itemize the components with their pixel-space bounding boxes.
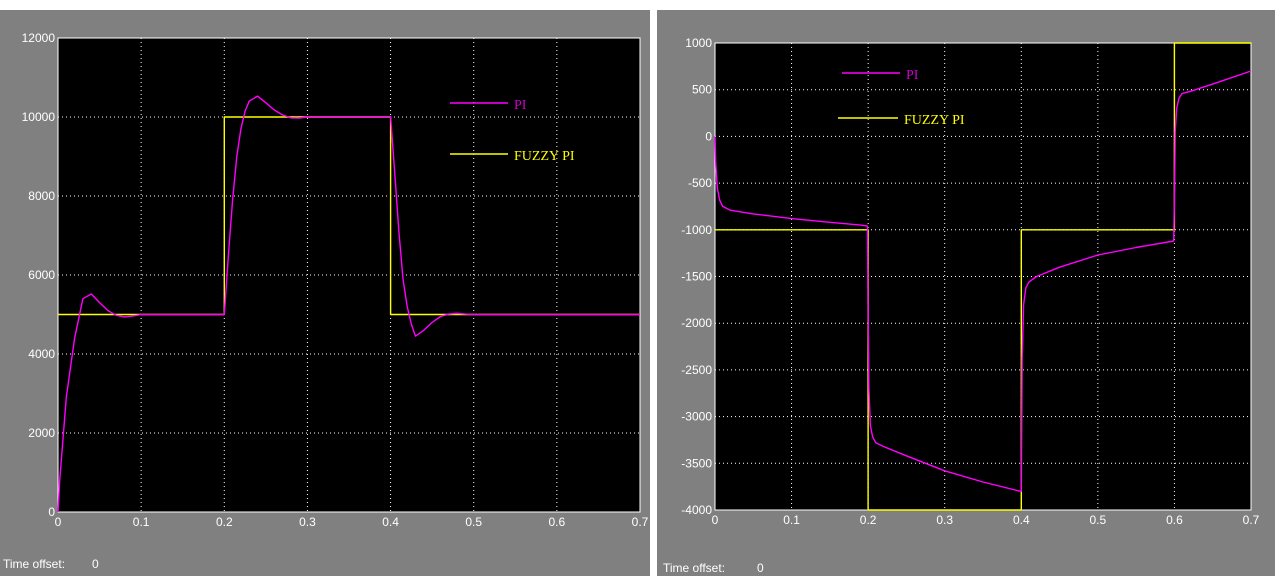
pi-series-line-left: [57, 95, 640, 513]
y-tick-label-right: -3500: [681, 456, 712, 470]
x-tick-label-left: 0.1: [133, 515, 150, 529]
chart-right: 0 0.1 0.2 0.3 0.4 0.5 0.6 0.7 -4000 -3500 -3000 -25…: [681, 36, 1259, 527]
x-tick-label-right: 0.6: [1166, 513, 1183, 527]
pi-legend-label-left: PI: [514, 98, 527, 113]
x-tick-label-left: 0.4: [382, 515, 399, 529]
y-tick-label-left: 2000: [28, 426, 55, 440]
y-tick-label-right: -2500: [681, 363, 712, 377]
y-tick-label-right: 1000: [685, 36, 712, 50]
time-offset-label-right: Time offset:: [663, 561, 725, 575]
x-tick-label-right: 0.2: [860, 513, 877, 527]
y-tick-label-left: 4000: [28, 347, 55, 361]
x-tick-label-left: 0.5: [465, 515, 482, 529]
x-tick-label-left: 0: [55, 515, 62, 529]
y-tick-label-left: 10000: [22, 110, 56, 124]
x-tick-label-right: 0.1: [783, 513, 800, 527]
panel-divider: [650, 10, 657, 576]
y-tick-label-right: -4000: [681, 503, 712, 517]
fuzzy-pi-legend-label-right: FUZZY PI: [904, 113, 965, 128]
y-tick-label-right: 0: [705, 129, 712, 143]
fuzzy-pi-legend-label-left: FUZZY PI: [514, 149, 575, 164]
pi-legend-label-right: PI: [906, 68, 919, 83]
y-tick-label-right: -1000: [681, 223, 712, 237]
y-tick-label-left: 6000: [28, 268, 55, 282]
time-offset-label-left: Time offset:: [3, 557, 65, 571]
scope-panel-right: 0 0.1 0.2 0.3 0.4 0.5 0.6 0.7 -4000 -3500 -3000 -25…: [657, 10, 1275, 576]
y-tick-label-right: -500: [688, 176, 712, 190]
x-tick-label-right: 0.3: [936, 513, 953, 527]
y-tick-label-left: 12000: [22, 31, 56, 45]
x-tick-label-left: 0.6: [549, 515, 566, 529]
x-tick-label-left: 0.7: [632, 515, 649, 529]
y-tick-label-right: -2000: [681, 316, 712, 330]
time-offset-value-left: 0: [92, 557, 99, 571]
time-offset-value-right: 0: [757, 561, 764, 575]
y-tick-label-left: 0: [48, 505, 55, 519]
chart-left: 0 0.1 0.2 0.3 0.4 0.5 0.6 0.7 0 2000 4000 6000 8000 1…: [22, 31, 649, 529]
y-tick-label-right: -1500: [681, 270, 712, 284]
pi-series-line-right: [714, 70, 1252, 492]
x-tick-label-right: 0: [712, 513, 719, 527]
x-tick-label-right: 0.7: [1243, 513, 1260, 527]
y-tick-label-right: 500: [692, 83, 712, 97]
scope-panel-left: 0 0.1 0.2 0.3 0.4 0.5 0.6 0.7 0 2000 4000 6000 8000 1…: [0, 10, 650, 576]
axes-frame-left: [57, 37, 641, 513]
y-tick-label-left: 8000: [28, 189, 55, 203]
x-tick-label-right: 0.5: [1090, 513, 1107, 527]
y-tick-label-right: -3000: [681, 410, 712, 424]
x-tick-label-right: 0.4: [1013, 513, 1030, 527]
x-tick-label-left: 0.2: [216, 515, 233, 529]
x-tick-label-left: 0.3: [299, 515, 316, 529]
plot-area-left: [58, 38, 640, 512]
